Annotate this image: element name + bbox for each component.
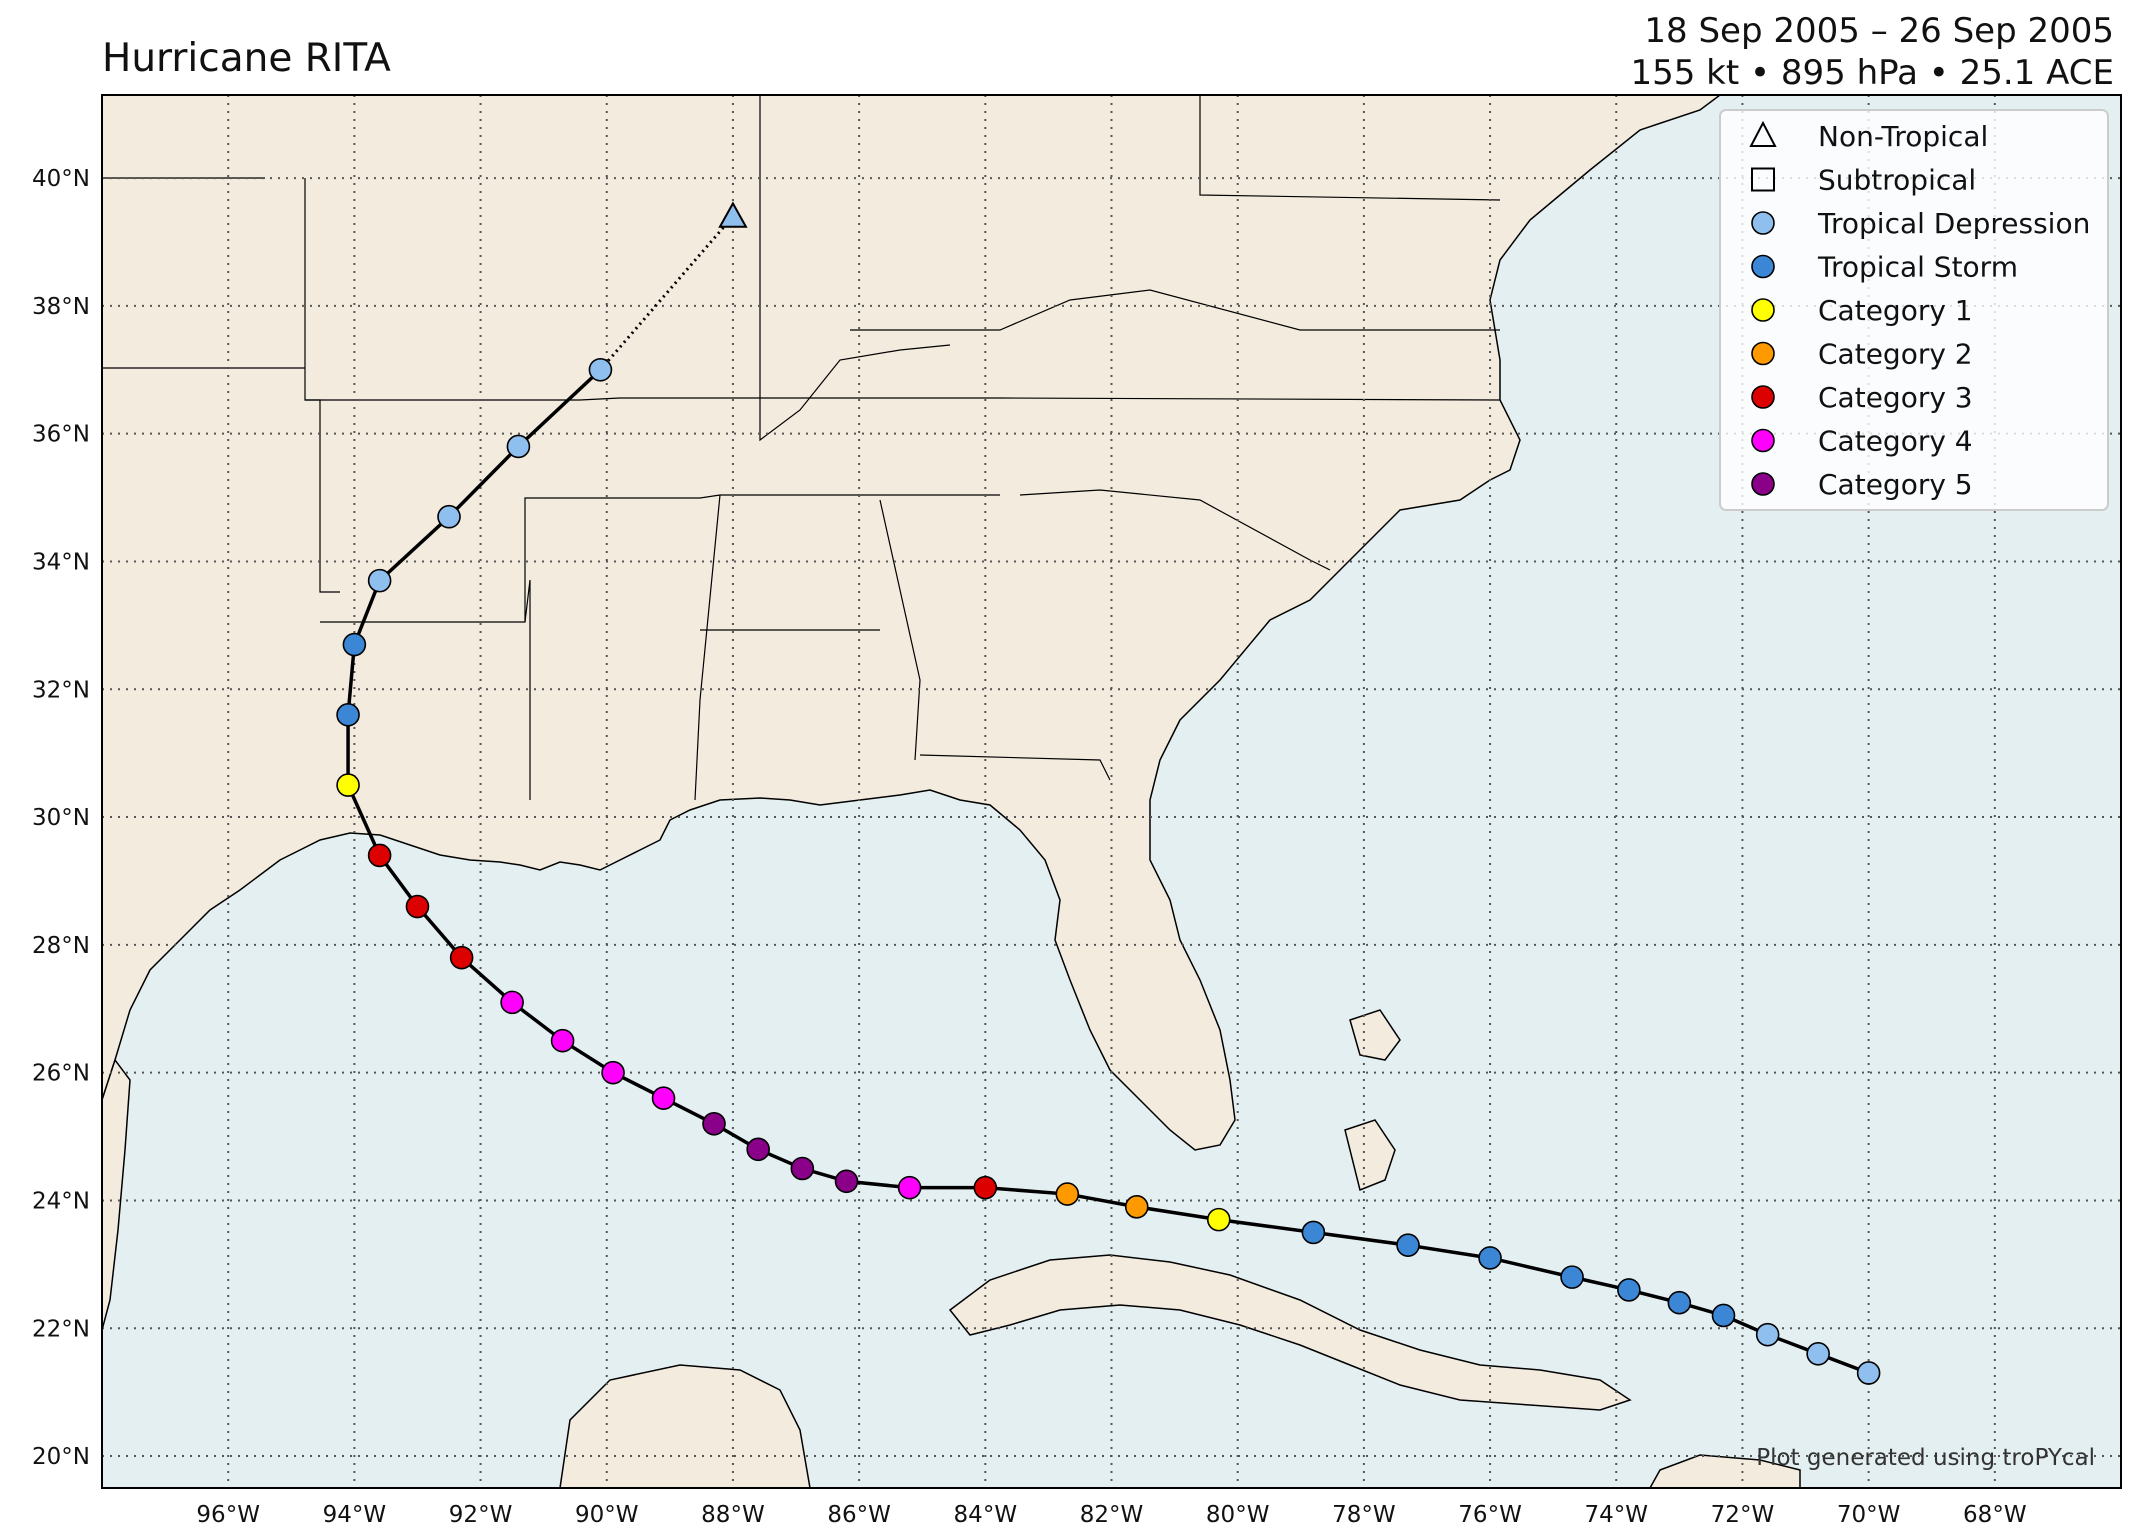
lon-tick-label: 70°W [1837,1502,1901,1528]
lat-tick-label: 28°N [32,933,90,959]
axis-ticks: 96°W 94°W 92°W 90°W 88°W 86°W 84°W 82°W 80°W 78°W… [32,166,2027,1528]
track-point [1478,1246,1502,1270]
track-point [1806,1342,1830,1366]
lon-tick-label: 72°W [1711,1502,1775,1528]
track-point [550,1028,575,1053]
track-line-extratropical [599,215,735,371]
legend-label: Tropical Depression [1817,207,2090,240]
lat-tick-label: 30°N [32,805,90,831]
lon-tick-label: 96°W [196,1502,260,1528]
track-point [1560,1265,1584,1289]
lat-tick-label: 26°N [32,1061,90,1087]
legend-label: Non-Tropical [1818,120,1988,153]
legend-symbol-circle [1751,472,1775,496]
storm-track [336,201,1881,1385]
legend-label: Subtropical [1818,164,1976,197]
track-point [834,1169,859,1194]
land-hispaniola [1649,1454,1801,1488]
land-mexico [102,1058,131,1331]
track-point [367,843,392,868]
track-point [1301,1220,1326,1245]
track-point [702,1111,726,1136]
date-range: 18 Sep 2005 – 26 Sep 2005 [1644,11,2114,51]
storm-stats: 155 kt • 895 hPa • 25.1 ACE [1630,53,2114,93]
lon-tick-label: 92°W [449,1502,513,1528]
track-point-non-tropical [718,201,748,228]
lat-tick-label: 22°N [32,1316,90,1342]
lon-tick-label: 76°W [1458,1502,1522,1528]
track-point [449,945,474,970]
track-point [367,568,392,593]
track-point [1055,1182,1080,1206]
map-subtitle: 18 Sep 2005 – 26 Sep 2005 155 kt • 895 h… [1630,10,2114,94]
legend-label: Category 4 [1818,425,1973,458]
lat-tick-label: 34°N [32,549,90,575]
track-point [1856,1361,1881,1385]
lat-tick-label: 36°N [32,422,90,448]
track-point [1396,1233,1420,1257]
legend-label: Category 2 [1818,338,1973,371]
lat-tick-label: 40°N [32,166,90,192]
track-point [1206,1207,1231,1232]
track-point [790,1156,815,1181]
track-point [651,1086,676,1111]
track-point [973,1175,998,1200]
lon-tick-label: 78°W [1332,1502,1396,1528]
legend-symbol-circle [1751,428,1775,453]
lon-tick-label: 68°W [1963,1502,2027,1528]
legend-label: Category 3 [1818,381,1973,414]
land-yucatan [559,1364,811,1488]
track-point [336,703,360,727]
track-point [746,1137,770,1162]
credit-text: Plot generated using troPYcal [1756,1445,2095,1471]
legend-label: Category 5 [1818,468,1973,501]
legend-symbol-circle [1751,211,1775,235]
legend-symbol-circle [1751,254,1775,279]
legend-symbol-square [1751,167,1775,192]
map-title: Hurricane RITA [102,36,391,81]
legend-symbol-triangle [1749,120,1777,147]
legend-symbol-circle [1751,298,1775,322]
track-point [342,632,367,657]
track-point [1124,1195,1149,1219]
lat-tick-label: 32°N [32,677,90,703]
track-point [437,504,461,529]
legend-symbol-circle [1751,341,1775,366]
state-borders [102,95,1501,801]
track-point [1617,1278,1641,1302]
lon-tick-label: 90°W [575,1502,639,1528]
land-bahamas [1344,1009,1401,1192]
legend-label: Category 1 [1818,294,1973,327]
lon-tick-label: 88°W [701,1502,765,1528]
legend: Non-Tropical Subtropical Tropical Depressi… [1719,109,2109,511]
track-point [336,773,360,797]
track-point [1667,1290,1692,1315]
lon-tick-label: 94°W [323,1502,387,1528]
plot-frame [101,94,2122,1489]
legend-box [1719,109,2109,511]
lon-tick-label: 80°W [1206,1502,1270,1528]
lon-tick-label: 74°W [1584,1502,1648,1528]
track-point [601,1060,625,1085]
lon-tick-label: 86°W [827,1502,891,1528]
lat-tick-label: 38°N [32,294,90,320]
track-point [500,990,524,1015]
land-cuba [948,1254,1632,1411]
track-point [588,357,613,382]
lon-tick-label: 82°W [1080,1502,1144,1528]
track-point [506,434,531,459]
track-point [405,894,430,919]
lon-tick-label: 84°W [954,1502,1018,1528]
lat-tick-label: 20°N [32,1444,90,1470]
lat-tick-label: 24°N [32,1188,90,1214]
track-point [1711,1303,1736,1328]
graticule [102,95,2121,1488]
track-point [1755,1322,1780,1347]
track-point [897,1175,922,1200]
legend-label: Tropical Storm [1817,251,2018,284]
legend-symbol-circle [1751,385,1775,409]
